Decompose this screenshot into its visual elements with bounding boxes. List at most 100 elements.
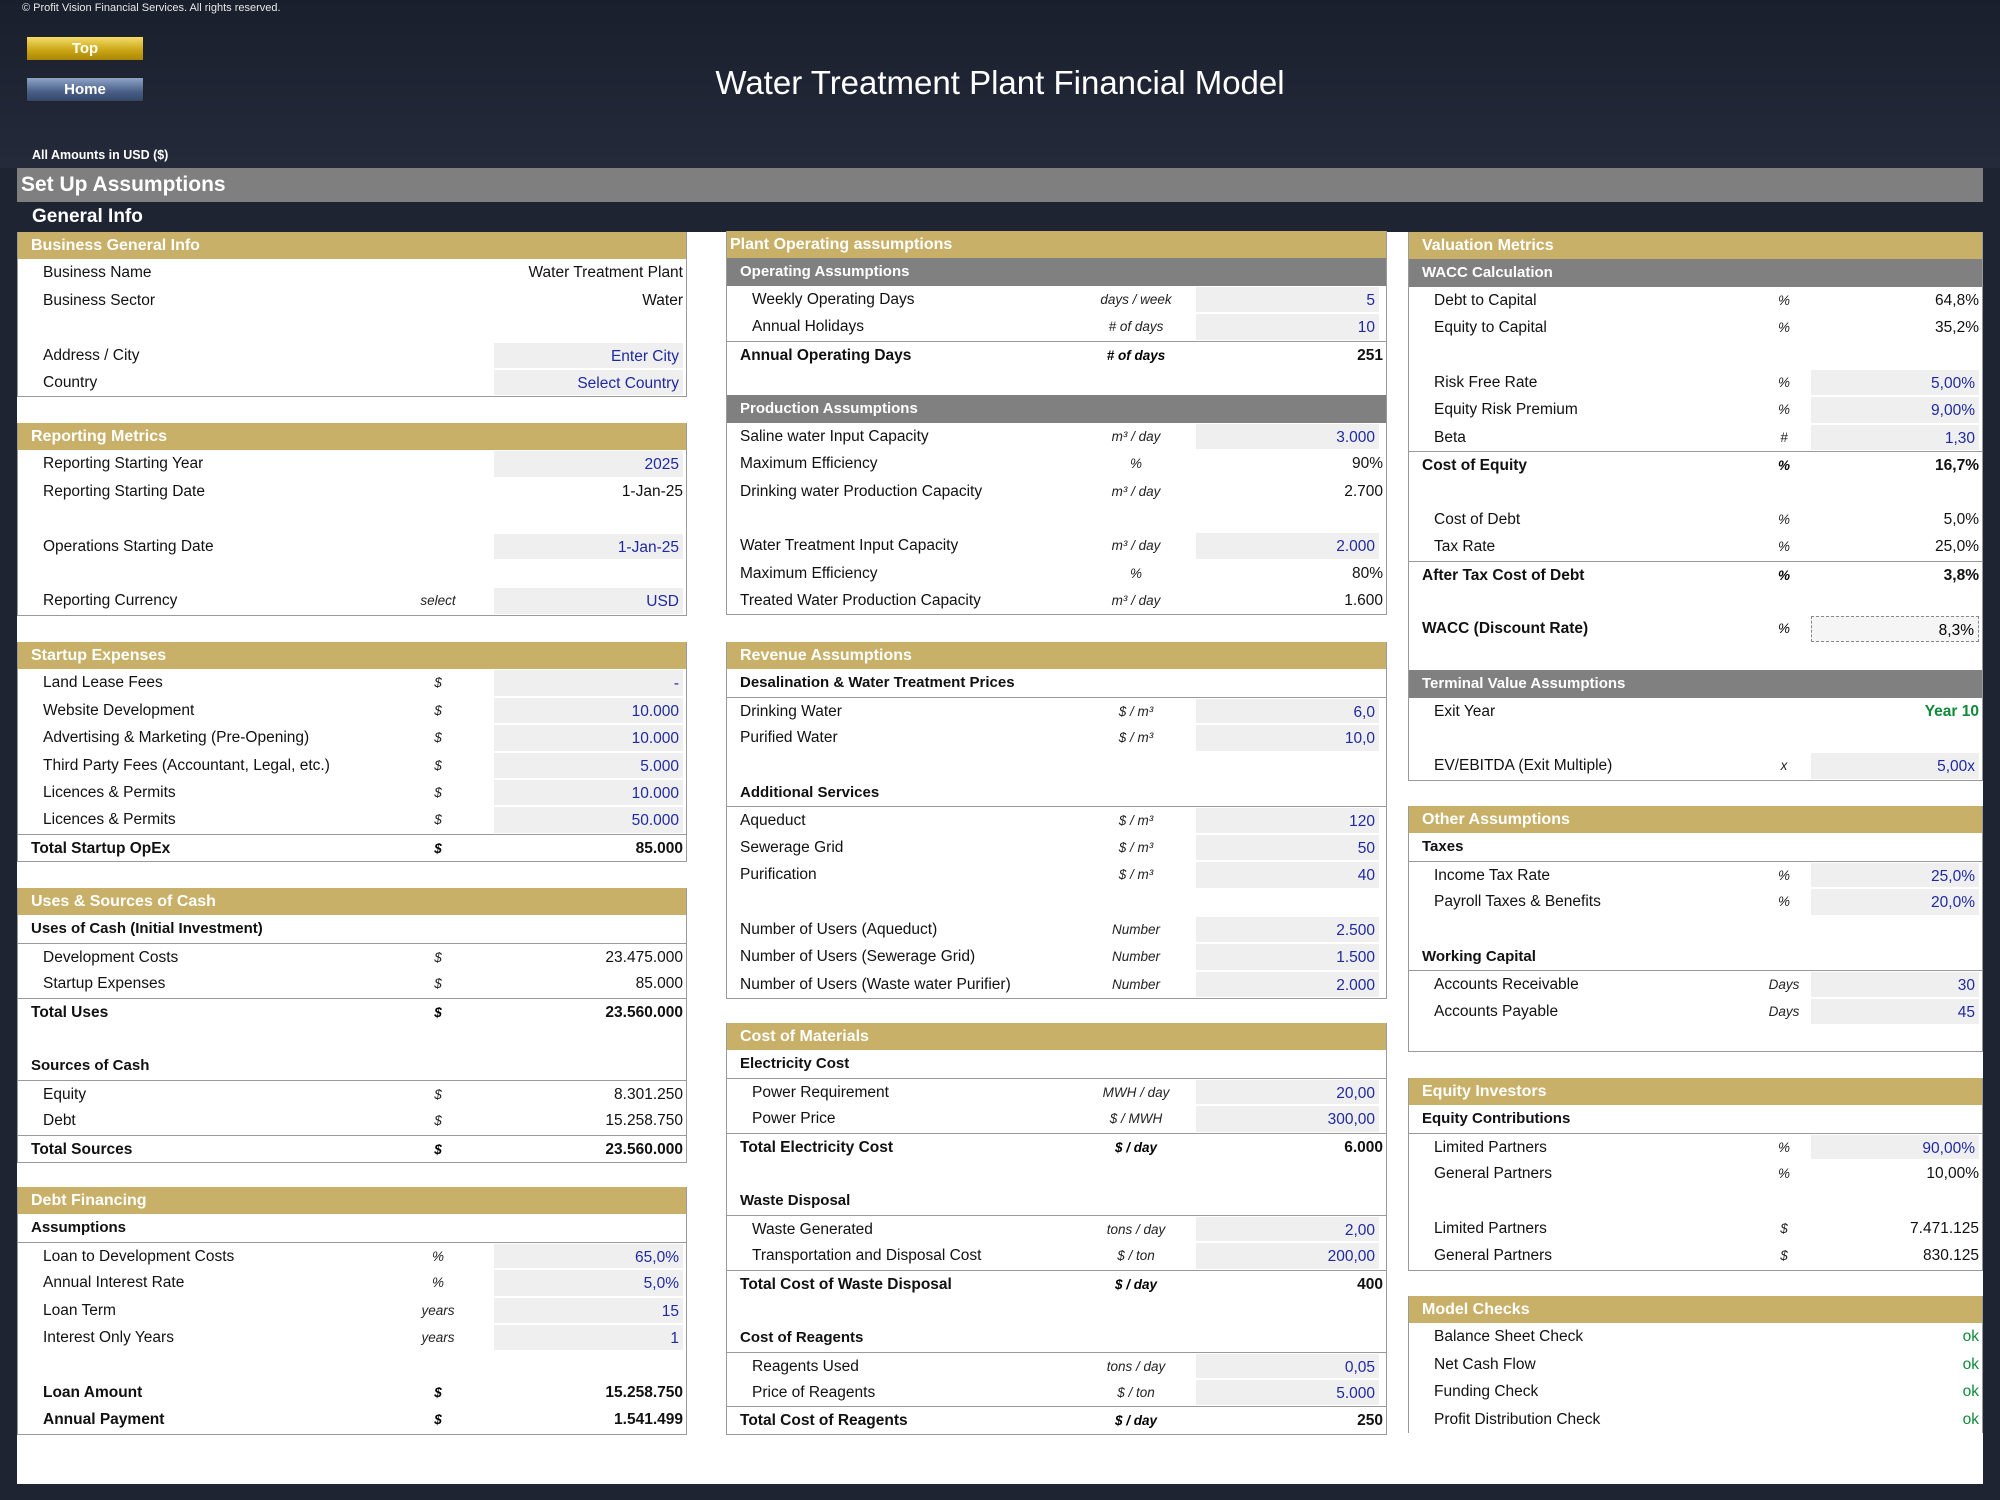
ar-days-input[interactable]: 30 bbox=[1811, 972, 1979, 997]
total-uses-value: 23.560.000 bbox=[605, 1003, 683, 1021]
exit-year-value: Year 10 bbox=[1924, 702, 1979, 720]
efficiency-label: Maximum Efficiency bbox=[740, 564, 878, 582]
income-tax-label: Income Tax Rate bbox=[1434, 866, 1551, 884]
purified-price-unit: $ / m³ bbox=[1118, 730, 1154, 746]
beta-label: Beta bbox=[1434, 428, 1466, 446]
lp-pct-input[interactable]: 90,00% bbox=[1811, 1134, 1979, 1160]
saline-input[interactable]: 3.000 bbox=[1196, 423, 1379, 450]
exit-multiple-input[interactable]: 5,00x bbox=[1811, 753, 1979, 779]
home-button[interactable]: Home bbox=[26, 77, 144, 102]
purified-price-label: Purified Water bbox=[740, 729, 838, 747]
users-aqueduct-input[interactable]: 2.500 bbox=[1196, 916, 1379, 943]
wacc-subheader: WACC Calculation bbox=[1409, 259, 1982, 287]
debt-item-input[interactable]: 65,0% bbox=[494, 1243, 683, 1269]
cost-of-equity-label: Cost of Equity bbox=[1422, 457, 1528, 475]
efficiency-unit: % bbox=[1129, 565, 1142, 581]
wacc-value: 8,3% bbox=[1811, 616, 1979, 642]
total-electricity-label: Total Electricity Cost bbox=[740, 1138, 894, 1156]
users-sewerage-input[interactable]: 1.500 bbox=[1196, 944, 1379, 970]
annual-payment-value: 1.541.499 bbox=[614, 1411, 683, 1429]
equity-risk-premium-input[interactable]: 9,00% bbox=[1811, 397, 1979, 423]
loan-amount-label: Loan Amount bbox=[43, 1383, 143, 1401]
drinking-price-unit: $ / m³ bbox=[1118, 703, 1154, 719]
holidays-label: Annual Holidays bbox=[752, 318, 865, 336]
lp-amount-unit: $ bbox=[1780, 1220, 1788, 1236]
users-sewerage-unit: Number bbox=[1111, 949, 1160, 965]
waste-generated-unit: tons / day bbox=[1106, 1221, 1166, 1237]
startup-item-label: Website Development bbox=[43, 701, 195, 719]
debt-item-label: Interest Only Years bbox=[43, 1328, 174, 1346]
ap-days-unit: Days bbox=[1768, 1003, 1800, 1019]
treatment-input-input[interactable]: 2.000 bbox=[1196, 533, 1379, 559]
reagents-price-input[interactable]: 5.000 bbox=[1196, 1380, 1379, 1406]
efficiency-value: 90% bbox=[1351, 455, 1383, 473]
section-header: Valuation Metrics bbox=[1409, 232, 1982, 260]
startup-item-input[interactable]: 10.000 bbox=[494, 697, 683, 724]
startup-item-input[interactable]: 50.000 bbox=[494, 807, 683, 833]
purified-price-input[interactable]: 10,0 bbox=[1196, 725, 1379, 751]
top-button[interactable]: Top bbox=[26, 36, 144, 61]
startup-item-input[interactable]: 10.000 bbox=[494, 725, 683, 751]
gp-pct-value: 10,00% bbox=[1926, 1165, 1979, 1183]
debt-item-label: Loan to Development Costs bbox=[43, 1247, 235, 1265]
holidays-input[interactable]: 10 bbox=[1196, 314, 1379, 340]
currency-unit: select bbox=[420, 593, 456, 609]
power-req-input[interactable]: 20,00 bbox=[1196, 1079, 1379, 1105]
total-sources-unit: $ bbox=[434, 1141, 442, 1157]
risk-free-unit: % bbox=[1777, 374, 1790, 390]
debt-item-input[interactable]: 1 bbox=[494, 1324, 683, 1351]
total-waste-label: Total Cost of Waste Disposal bbox=[740, 1275, 952, 1293]
uses-item-unit: $ bbox=[434, 949, 442, 965]
drinking-price-label: Drinking Water bbox=[740, 702, 842, 720]
debt-item-input[interactable]: 5,0% bbox=[494, 1270, 683, 1296]
reagents-used-input[interactable]: 0,05 bbox=[1196, 1353, 1379, 1379]
ap-days-input[interactable]: 45 bbox=[1811, 998, 1979, 1025]
plant-operating-assumptions: Plant Operating assumptions Operating As… bbox=[726, 231, 1387, 616]
reagents-used-label: Reagents Used bbox=[752, 1357, 859, 1375]
gp-pct-unit: % bbox=[1777, 1166, 1790, 1182]
startup-item-label: Land Lease Fees bbox=[43, 674, 163, 692]
purification-input[interactable]: 40 bbox=[1196, 862, 1379, 888]
users-purifier-input[interactable]: 2.000 bbox=[1196, 971, 1379, 998]
weekly-days-input[interactable]: 5 bbox=[1196, 286, 1379, 313]
other-assumptions: Other Assumptions Taxes Income Tax Rate%… bbox=[1408, 806, 1983, 1053]
check-label: Balance Sheet Check bbox=[1434, 1328, 1584, 1346]
loan-amount-unit: $ bbox=[434, 1384, 442, 1400]
aqueduct-input[interactable]: 120 bbox=[1196, 808, 1379, 833]
power-price-input[interactable]: 300,00 bbox=[1196, 1106, 1379, 1132]
users-sewerage-label: Number of Users (Sewerage Grid) bbox=[740, 948, 976, 966]
sources-item-unit: $ bbox=[434, 1086, 442, 1102]
sewerage-unit: $ / m³ bbox=[1118, 839, 1154, 855]
exit-multiple-label: EV/EBITDA (Exit Multiple) bbox=[1434, 757, 1613, 775]
ops-date-input[interactable]: 1-Jan-25 bbox=[494, 533, 683, 559]
startup-item-label: Advertising & Marketing (Pre-Opening) bbox=[43, 729, 310, 747]
waste-heading: Waste Disposal bbox=[740, 1192, 851, 1210]
startup-item-unit: $ bbox=[434, 812, 442, 828]
beta-input[interactable]: 1,30 bbox=[1811, 424, 1979, 451]
city-input[interactable]: Enter City bbox=[494, 342, 683, 368]
startup-item-input[interactable]: 10.000 bbox=[494, 779, 683, 806]
business-sector-value: Water bbox=[642, 291, 683, 309]
sewerage-input[interactable]: 50 bbox=[1196, 834, 1379, 861]
total-reagents-unit: $ / day bbox=[1114, 1413, 1158, 1429]
payroll-taxes-input[interactable]: 20,0% bbox=[1811, 889, 1979, 915]
startup-item-input[interactable]: - bbox=[494, 670, 683, 696]
startup-item-input[interactable]: 5.000 bbox=[494, 752, 683, 778]
risk-free-input[interactable]: 5,00% bbox=[1811, 369, 1979, 396]
waste-generated-input[interactable]: 2,00 bbox=[1196, 1216, 1379, 1242]
debt-to-capital-label: Debt to Capital bbox=[1434, 291, 1537, 309]
country-select[interactable]: Select Country bbox=[494, 369, 683, 396]
debt-item-input[interactable]: 15 bbox=[494, 1297, 683, 1323]
currency-select[interactable]: USD bbox=[494, 588, 683, 614]
prices-heading: Desalination & Water Treatment Prices bbox=[740, 674, 1015, 692]
cost-of-debt-unit: % bbox=[1777, 511, 1790, 527]
reporting-year-input[interactable]: 2025 bbox=[494, 451, 683, 477]
transport-cost-input[interactable]: 200,00 bbox=[1196, 1243, 1379, 1269]
drinking-capacity-unit: m³ / day bbox=[1111, 483, 1161, 499]
total-uses-unit: $ bbox=[434, 1004, 442, 1020]
equity-to-capital-value: 35,2% bbox=[1935, 319, 1979, 337]
income-tax-input[interactable]: 25,0% bbox=[1811, 862, 1979, 888]
city-label: Address / City bbox=[43, 346, 140, 364]
drinking-price-input[interactable]: 6,0 bbox=[1196, 698, 1379, 724]
debt-item-unit: years bbox=[421, 1329, 455, 1345]
